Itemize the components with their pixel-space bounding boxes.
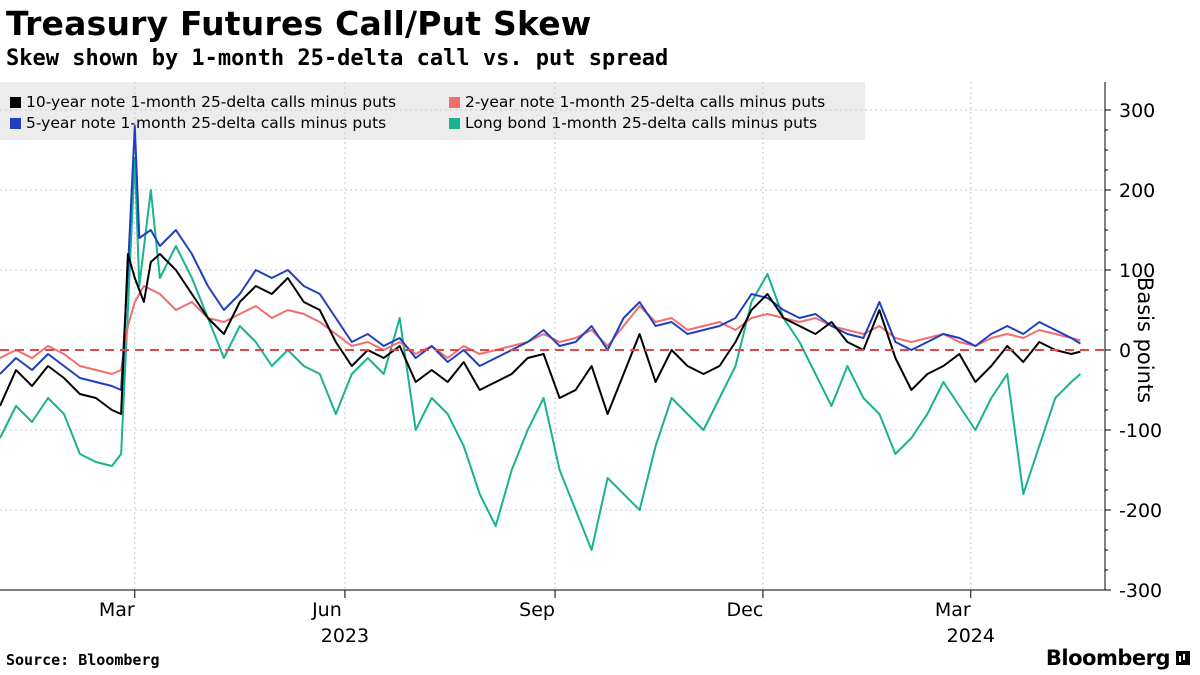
chart-title: Treasury Futures Call/Put Skew: [6, 4, 592, 43]
legend-label-long-bond: Long bond 1-month 25-delta calls minus p…: [465, 114, 818, 132]
legend-swatch-long-bond: [449, 117, 460, 129]
legend-item-10y: 10-year note 1-month 25-delta calls minu…: [10, 93, 396, 111]
legend-swatch-5y: [10, 117, 21, 129]
bloomberg-logo: Bloomberg: [1046, 646, 1190, 670]
chart-legend: 10-year note 1-month 25-delta calls minu…: [0, 82, 865, 140]
y-tick-label: 100: [1119, 260, 1155, 282]
legend-swatch-2y: [449, 96, 460, 108]
legend-item-long-bond: Long bond 1-month 25-delta calls minus p…: [449, 114, 817, 132]
y-tick-label: -100: [1119, 420, 1162, 442]
legend-label-5y: 5-year note 1-month 25-delta calls minus…: [26, 114, 387, 132]
x-year-label: 2024: [947, 625, 995, 647]
legend-label-10y: 10-year note 1-month 25-delta calls minu…: [26, 93, 397, 111]
y-tick-label: -300: [1119, 580, 1162, 602]
series-line-2: [0, 125, 1081, 391]
x-year-label: 2023: [321, 625, 369, 647]
y-tick-label: 300: [1119, 100, 1155, 122]
bar-chart-icon: [1176, 651, 1190, 665]
y-axis-label: Basis points: [1133, 276, 1157, 404]
x-tick-label: Dec: [727, 599, 764, 621]
x-tick-label: Mar: [935, 599, 971, 621]
chart-subtitle: Skew shown by 1-month 25-delta call vs. …: [6, 46, 669, 71]
y-tick-label: 0: [1119, 340, 1131, 362]
brand-name: Bloomberg: [1045, 646, 1171, 670]
x-tick-label: Sep: [519, 599, 555, 621]
x-tick-label: Jun: [311, 599, 342, 621]
series-line-0: [0, 253, 1081, 415]
source-note: Source: Bloomberg: [6, 651, 160, 669]
series-line-3: [0, 157, 1082, 551]
legend-item-5y: 5-year note 1-month 25-delta calls minus…: [10, 114, 386, 132]
y-tick-label: -200: [1119, 500, 1162, 522]
y-tick-label: 200: [1119, 180, 1155, 202]
legend-swatch-10y: [10, 96, 21, 108]
x-tick-label: Mar: [99, 599, 135, 621]
series-line-1: [0, 285, 1081, 375]
